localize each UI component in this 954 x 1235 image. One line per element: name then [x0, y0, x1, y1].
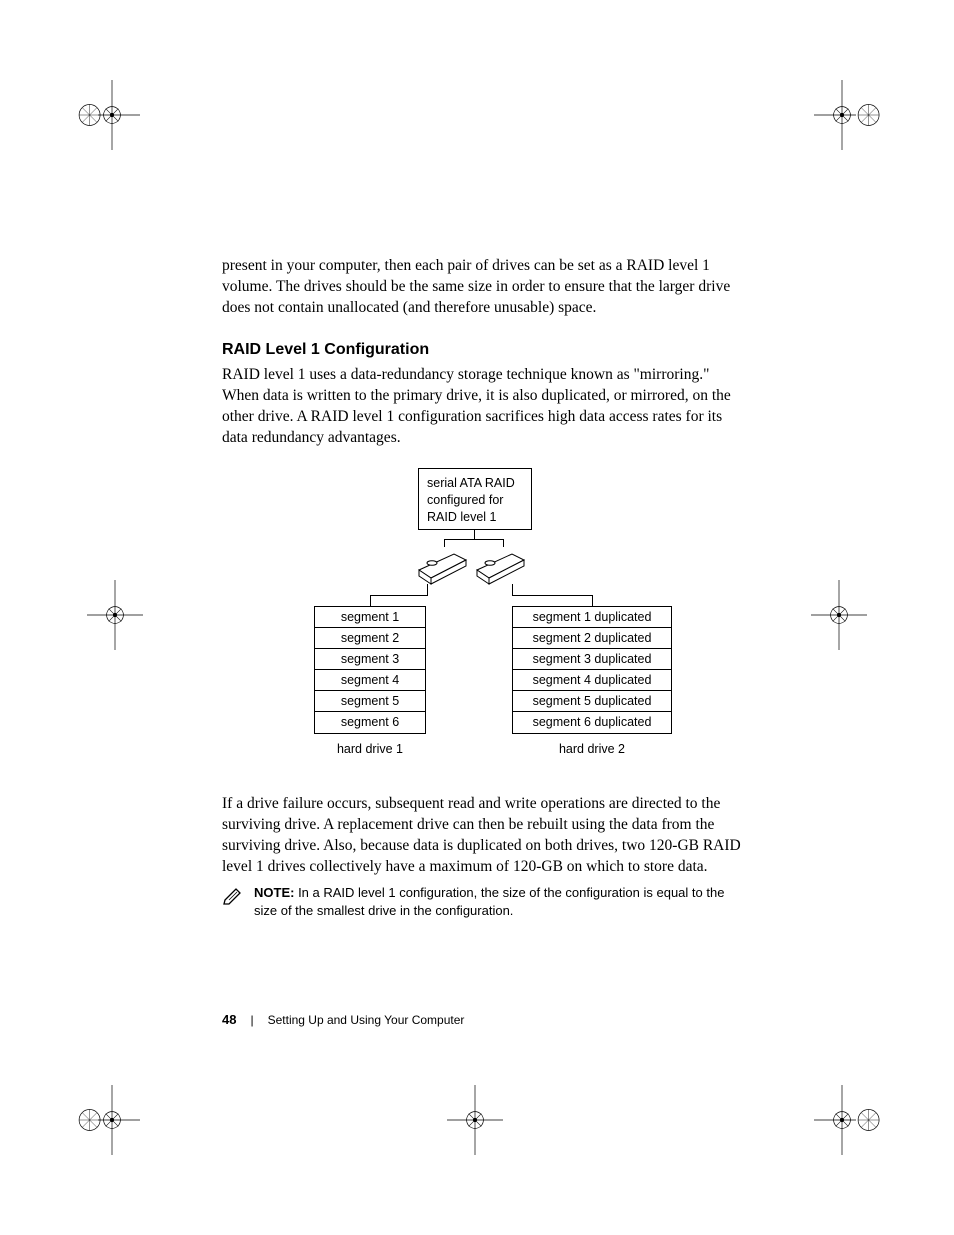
footer-separator: | [250, 1013, 253, 1027]
paragraph-3: If a drive failure occurs, subsequent re… [222, 794, 742, 878]
page-footer: 48 | Setting Up and Using Your Computer [222, 1012, 742, 1027]
crop-mark-icon [814, 80, 884, 150]
note-block: NOTE: In a RAID level 1 configuration, t… [222, 884, 742, 919]
segment-row: segment 1 [315, 607, 425, 628]
intro-paragraph: present in your computer, then each pair… [222, 256, 742, 319]
crop-mark-icon [814, 1085, 884, 1155]
connector-line [444, 539, 504, 540]
content-area: present in your computer, then each pair… [222, 256, 742, 919]
crop-mark-icon [440, 1085, 510, 1155]
note-icon [222, 884, 244, 919]
crop-mark-icon [80, 580, 150, 650]
segment-row: segment 2 duplicated [513, 628, 671, 649]
section-heading: RAID Level 1 Configuration [222, 341, 742, 359]
footer-section: Setting Up and Using Your Computer [268, 1013, 465, 1027]
segment-row: segment 4 [315, 670, 425, 691]
raid-config-box: serial ATA RAID configured for RAID leve… [418, 468, 532, 530]
segment-row: segment 3 duplicated [513, 649, 671, 670]
segment-row: segment 3 [315, 649, 425, 670]
segment-row: segment 1 duplicated [513, 607, 671, 628]
note-text: NOTE: In a RAID level 1 configuration, t… [254, 884, 742, 919]
segment-row: segment 2 [315, 628, 425, 649]
hard-drive-2-label: hard drive 2 [512, 742, 672, 756]
segment-row: segment 5 [315, 691, 425, 712]
raid-diagram: serial ATA RAID configured for RAID leve… [222, 466, 742, 776]
connector-line [512, 595, 592, 596]
paragraph-2: RAID level 1 uses a data-redundancy stor… [222, 365, 742, 449]
segment-row: segment 4 duplicated [513, 670, 671, 691]
segment-row: segment 6 [315, 712, 425, 733]
crop-mark-icon [70, 80, 140, 150]
crop-mark-icon [804, 580, 874, 650]
hard-drive-1-label: hard drive 1 [314, 742, 426, 756]
segment-table-left: segment 1 segment 2 segment 3 segment 4 … [314, 606, 426, 734]
segment-row: segment 5 duplicated [513, 691, 671, 712]
segment-row: segment 6 duplicated [513, 712, 671, 733]
connector-line [370, 595, 428, 596]
page: present in your computer, then each pair… [0, 0, 954, 1235]
crop-mark-icon [70, 1085, 140, 1155]
drive-icons [412, 544, 532, 588]
note-body: In a RAID level 1 configuration, the siz… [254, 885, 724, 918]
note-label: NOTE: [254, 885, 294, 900]
segment-table-right: segment 1 duplicated segment 2 duplicate… [512, 606, 672, 734]
page-number: 48 [222, 1012, 236, 1027]
